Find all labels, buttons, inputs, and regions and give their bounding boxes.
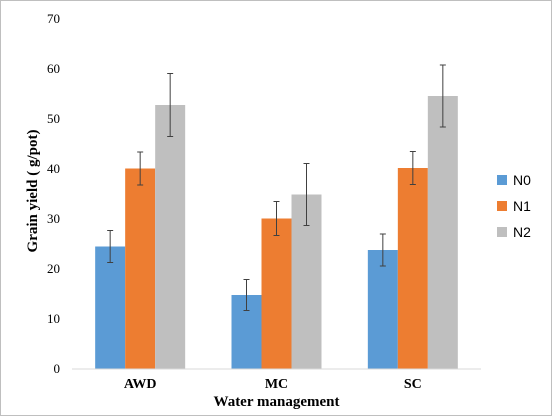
bar-n1-sc [397,168,428,369]
legend: N0 N1 N2 [497,172,531,240]
y-tick-label: 70 [47,11,60,26]
error-bar-n2-mc [303,163,310,226]
legend-label: N0 [513,172,531,188]
error-bars [107,64,446,311]
x-tick-label: MC [265,377,288,392]
error-bar-n2-awd [167,73,174,137]
error-bar-n1-awd [137,151,144,186]
x-axis-title: Water management [214,394,340,410]
error-bar-n1-sc [409,151,416,185]
legend-item-n0: N0 [497,172,531,188]
y-tick-label: 0 [54,361,61,376]
legend-swatch [497,201,507,211]
legend-swatch [497,227,507,237]
legend-item-n2: N2 [497,224,531,240]
error-bar-n0-awd [107,230,114,263]
x-tick-label: AWD [124,377,157,392]
y-axis-title: Grain yield ( g/pot) [25,130,41,253]
bar-n1-awd [125,168,156,369]
error-bar-n0-sc [379,233,386,267]
legend-item-n1: N1 [497,198,531,214]
y-tick-label: 50 [47,111,60,126]
y-tick-label: 30 [47,211,60,226]
y-axis-ticks: 0 10 20 30 40 50 60 70 [47,11,60,376]
bars [95,96,458,369]
y-tick-label: 20 [47,261,60,276]
legend-label: N2 [513,224,531,240]
y-tick-label: 10 [47,311,60,326]
legend-label: N1 [513,198,531,214]
bar-n0-sc [367,250,398,369]
bar-n2-awd [155,105,186,369]
legend-swatch [497,175,507,185]
error-bar-n1-mc [273,201,280,236]
bar-n1-mc [261,218,292,369]
bar-n2-sc [427,96,458,369]
y-tick-label: 60 [47,61,60,76]
x-axis-category-labels: AWD MC SC [124,377,422,392]
error-bar-n2-sc [439,64,446,128]
x-tick-label: SC [404,377,422,392]
bar-n0-awd [95,246,126,369]
y-tick-label: 40 [47,161,60,176]
error-bar-n0-mc [243,279,250,311]
